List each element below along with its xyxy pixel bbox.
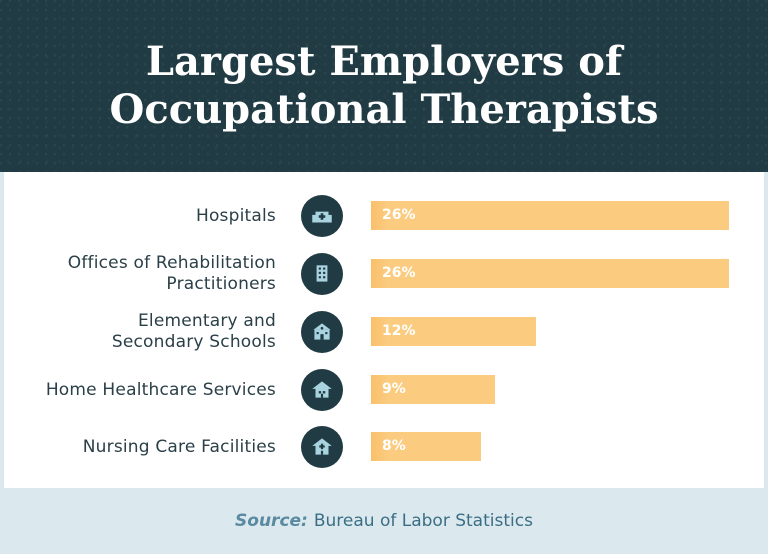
category-label: Home Healthcare Services — [24, 365, 276, 415]
bar-value-label: 8% — [382, 438, 406, 454]
bar-row: Elementary and Secondary Schools 12% — [4, 307, 764, 357]
bar: 9% — [371, 375, 495, 404]
category-label-line: Home Healthcare Services — [45, 379, 276, 400]
category-label-line: Practitioners — [166, 274, 276, 294]
category-label-line: Offices of Rehabilitation — [67, 253, 276, 273]
category-label: Offices of Rehabilitation Practitioners — [24, 249, 276, 299]
home-health-icon — [301, 369, 343, 411]
bar: 26% — [371, 201, 729, 230]
category-label-line: Elementary and — [137, 311, 276, 331]
bar-value-label: 26% — [382, 207, 416, 223]
category-label: Nursing Care Facilities — [24, 422, 276, 472]
office-building-icon — [301, 253, 343, 295]
bar-value-label: 12% — [382, 323, 416, 339]
source-value: Bureau of Labor Statistics — [313, 511, 533, 531]
source-footer: Source: Bureau of Labor Statistics — [0, 488, 768, 554]
category-label-line: Secondary Schools — [111, 332, 276, 352]
chart-title: Largest Employers of Occupational Therap… — [0, 38, 768, 134]
header-banner: Largest Employers of Occupational Therap… — [0, 0, 768, 172]
category-label-line: Hospitals — [195, 205, 276, 226]
hospital-icon — [301, 195, 343, 237]
chart-panel: Hospitals 26% Offices of Rehabilitation Pra… — [4, 172, 764, 488]
school-icon — [301, 311, 343, 353]
source-label: Source: — [235, 511, 308, 531]
bar-row: Nursing Care Facilities 8% — [4, 422, 764, 472]
category-label: Hospitals — [24, 191, 276, 241]
bar: 12% — [371, 317, 536, 346]
title-line-2: Occupational Therapists — [109, 86, 659, 133]
nursing-home-icon — [301, 426, 343, 468]
bar: 26% — [371, 259, 729, 288]
category-label: Elementary and Secondary Schools — [24, 307, 276, 357]
bar-row: Hospitals 26% — [4, 191, 764, 241]
bar-row: Offices of Rehabilitation Practitioners 26… — [4, 249, 764, 299]
category-label-line: Nursing Care Facilities — [82, 436, 276, 457]
bar-row: Home Healthcare Services 9% — [4, 365, 764, 415]
bar: 8% — [371, 432, 481, 461]
title-line-1: Largest Employers of — [145, 38, 623, 85]
bar-value-label: 9% — [382, 381, 406, 397]
bar-value-label: 26% — [382, 265, 416, 281]
